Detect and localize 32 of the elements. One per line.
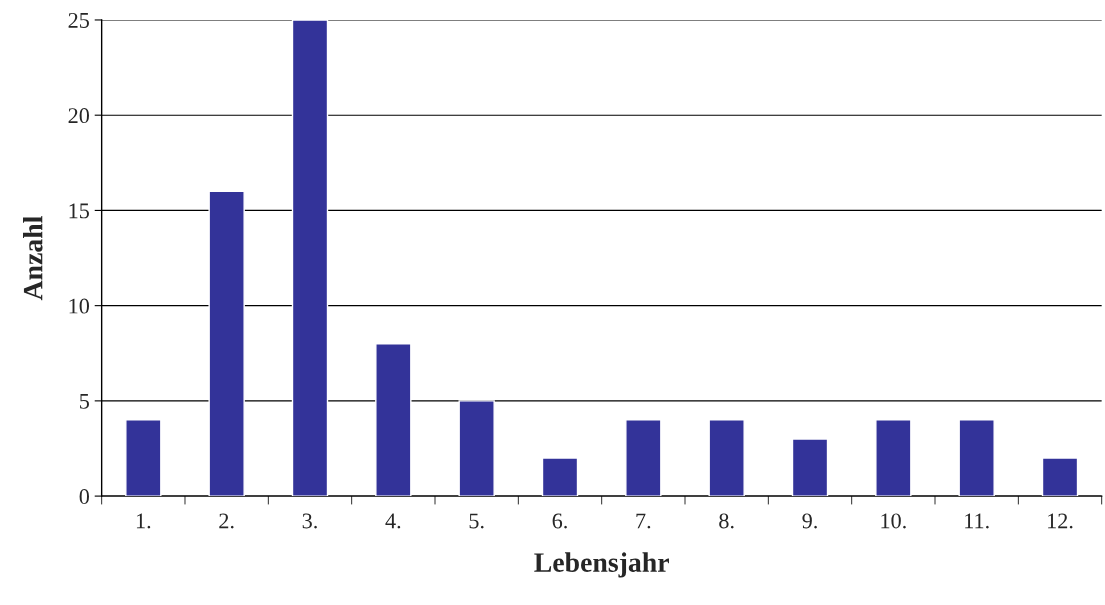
- y-tick-label: 0: [79, 489, 90, 505]
- x-tick-label: 11.: [965, 513, 989, 529]
- y-tick-label: 25: [68, 12, 89, 28]
- x-tick-label: 12.: [1048, 513, 1073, 529]
- x-tick-label: 3.: [302, 513, 317, 529]
- bar: [1041, 457, 1079, 497]
- bar: [125, 419, 162, 497]
- x-tick-label: 1.: [136, 513, 151, 529]
- y-tick-label: 15: [69, 203, 89, 219]
- bar: [958, 419, 995, 497]
- bar: [791, 438, 829, 497]
- x-tick-label: 4.: [385, 513, 401, 529]
- x-tick-label: 6.: [552, 513, 567, 529]
- bar: [708, 419, 745, 497]
- y-tick-label: 5: [80, 394, 89, 409]
- x-tick-label: 10.: [881, 513, 906, 529]
- x-tick-label: 9.: [802, 513, 817, 529]
- x-tick-label: 8.: [719, 513, 734, 529]
- bar: [458, 400, 495, 497]
- bar: [291, 19, 329, 497]
- y-tick-label: 10: [69, 298, 90, 314]
- bar: [541, 457, 579, 497]
- bar: [875, 419, 912, 497]
- y-axis-title: Anzahl: [23, 216, 43, 301]
- bar: [208, 190, 245, 497]
- x-tick-label: 7.: [636, 513, 651, 529]
- x-tick-label: 2.: [219, 513, 234, 529]
- bar: [375, 343, 412, 497]
- x-axis-title: Lebensjahr: [534, 552, 669, 578]
- y-tick-label: 20: [68, 108, 90, 124]
- x-tick-label: 5.: [469, 513, 484, 529]
- bar: [625, 419, 662, 497]
